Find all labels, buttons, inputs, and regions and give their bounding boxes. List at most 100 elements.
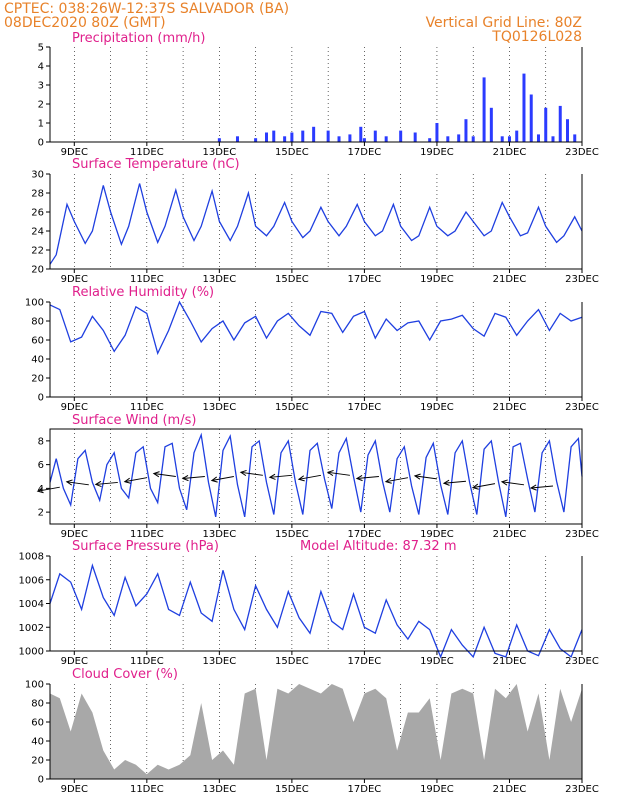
x-tick-label: 21DEC [493, 274, 527, 285]
x-tick-label: 17DEC [348, 147, 382, 158]
y-tick-label: 4 [38, 62, 44, 73]
precipitation-bar [435, 123, 439, 142]
precipitation-bar [544, 107, 548, 142]
y-tick-label: 1006 [19, 575, 44, 586]
precipitation-bar [384, 136, 388, 142]
precipitation-bar [337, 136, 341, 142]
x-tick-label: 23DEC [565, 274, 599, 285]
y-tick-label: 60 [31, 336, 44, 347]
y-tick-label: 0 [38, 775, 44, 786]
x-tick-label: 23DEC [565, 656, 599, 667]
precipitation-bar [312, 126, 316, 142]
cloud-cover-area [50, 684, 582, 779]
x-tick-label: 21DEC [493, 784, 527, 795]
y-tick-label: 8 [38, 436, 44, 447]
wind-arrow [211, 476, 234, 481]
y-tick-label: 1004 [19, 599, 44, 610]
wind-arrow-head [239, 469, 247, 477]
wind-arrow [95, 481, 118, 485]
y-tick-label: 100 [25, 680, 44, 691]
wind-arrow [356, 476, 379, 479]
x-tick-label: 15DEC [275, 656, 309, 667]
x-tick-label: 23DEC [565, 529, 599, 540]
y-tick-label: 22 [31, 246, 44, 257]
x-tick-label: 15DEC [275, 147, 309, 158]
precipitation-bar [264, 132, 268, 142]
y-tick-label: 40 [31, 737, 44, 748]
x-tick-label: 13DEC [202, 147, 236, 158]
precipitation-bar [457, 134, 461, 142]
precipitation-bar [326, 130, 330, 142]
wind-arrow-head [181, 474, 189, 482]
wind-arrow-head [268, 473, 276, 480]
series-line [49, 300, 583, 356]
precipitation-bar [428, 138, 432, 142]
wind-arrow [153, 473, 176, 477]
wind-arrow-head [123, 477, 131, 484]
wind-arrow [385, 477, 409, 483]
pressure-title: Surface Pressure (hPa) [72, 539, 219, 554]
y-tick-label: 100 [25, 298, 44, 309]
x-tick-label: 21DEC [493, 529, 527, 540]
x-tick-label: 9DEC [61, 784, 88, 795]
precipitation-title: Precipitation (mm/h) [72, 31, 205, 46]
x-tick-label: 19DEC [420, 402, 454, 413]
vertical-grid-line-note: Vertical Grid Line: 80Z [426, 15, 582, 31]
precipitation-bar [558, 105, 562, 142]
wind-arrow [240, 471, 263, 476]
temperature-title: Surface Temperature (nC) [72, 157, 240, 172]
wind-arrow-head [210, 476, 218, 483]
x-tick-label: 9DEC [61, 656, 88, 667]
wind-arrow-head [355, 474, 363, 482]
x-tick-label: 21DEC [493, 656, 527, 667]
precipitation-bar [362, 138, 366, 142]
precipitation-bar [529, 94, 533, 142]
x-tick-label: 15DEC [275, 402, 309, 413]
wind-arrow-head [326, 469, 334, 477]
precipitation-bar [272, 130, 276, 142]
precipitation-bar [471, 136, 475, 142]
precipitation-bar [283, 136, 287, 142]
precipitation-panel: Precipitation (mm/h) 0 1 2 3 4 5 9DEC 11DEC 13DE… [38, 31, 599, 158]
wind-arrow-head [500, 479, 508, 486]
y-tick-label: 2 [38, 508, 44, 519]
station-header: CPTEC: 038:26W-12:37S SALVADOR (BA) [4, 1, 289, 17]
wind-arrow-head [297, 475, 305, 482]
y-tick-label: 28 [31, 189, 44, 200]
precipitation-bar [254, 138, 258, 142]
series-line [49, 563, 583, 659]
y-tick-label: 80 [31, 317, 44, 328]
x-tick-label: 23DEC [565, 784, 599, 795]
x-tick-label: 21DEC [493, 147, 527, 158]
x-tick-label: 17DEC [348, 784, 382, 795]
x-tick-label: 19DEC [420, 274, 454, 285]
x-tick-label: 15DEC [275, 784, 309, 795]
y-tick-label: 80 [31, 699, 44, 710]
precipitation-bar [489, 107, 493, 142]
precipitation-bar [446, 136, 450, 142]
precipitation-bar [464, 119, 468, 142]
panel-frame [49, 174, 583, 270]
y-tick-label: 1002 [19, 623, 44, 634]
x-tick-label: 13DEC [202, 784, 236, 795]
wind-arrow-head [384, 477, 392, 484]
precipitation-bar [348, 134, 352, 142]
x-tick-label: 13DEC [202, 656, 236, 667]
precipitation-bar [373, 130, 377, 142]
wind-arrow-head [529, 484, 537, 491]
wind-title: Surface Wind (m/s) [72, 413, 196, 428]
x-tick-label: 17DEC [348, 529, 382, 540]
forecast-date: 08DEC2020 80Z (GMT) [4, 15, 166, 31]
x-tick-label: 9DEC [61, 529, 88, 540]
precipitation-bar [482, 77, 486, 142]
panel-frame [49, 556, 583, 652]
y-tick-label: 60 [31, 718, 44, 729]
model-altitude: Model Altitude: 87.32 m [300, 539, 457, 554]
wind-arrow [414, 475, 438, 480]
x-tick-label: 11DEC [130, 147, 164, 158]
panel-frame [49, 302, 583, 398]
y-tick-label: 6 [38, 460, 44, 471]
wind-arrow-head [65, 479, 73, 486]
y-tick-label: 2 [38, 100, 44, 111]
